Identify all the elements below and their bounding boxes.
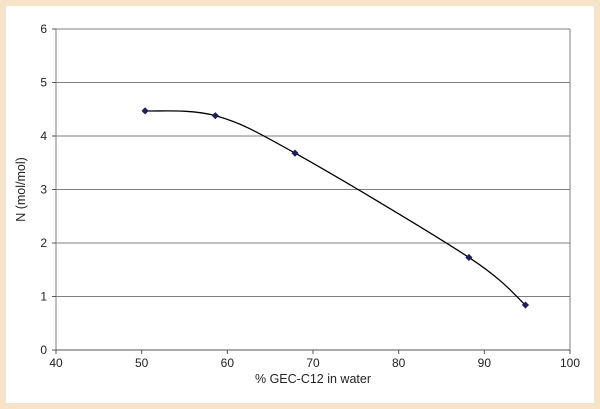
data-point-2	[291, 149, 299, 157]
x-tick-label-100: 100	[560, 356, 580, 370]
axis-layer	[52, 28, 571, 354]
x-axis-title: % GEC-C12 in water	[255, 372, 371, 386]
x-tick-label-60: 60	[221, 356, 235, 370]
y-tick-label-3: 3	[40, 183, 47, 197]
data-point-4	[521, 301, 530, 309]
x-tick-label-90: 90	[478, 356, 492, 370]
y-tick-label-1: 1	[40, 290, 47, 304]
y-tick-label-0: 0	[40, 343, 47, 357]
x-tick-label-50: 50	[135, 356, 149, 370]
x-tick-label-80: 80	[392, 356, 406, 370]
label-layer: % GEC-C12 in water N (mol/mol) 0 1 2 3 4 5 6 40…	[14, 22, 580, 386]
grid-layer	[56, 28, 570, 351]
chart-panel	[6, 6, 594, 403]
y-tick-label-6: 6	[40, 22, 47, 36]
y-tick-label-4: 4	[40, 129, 47, 143]
x-tick-label-70: 70	[306, 356, 320, 370]
series-line-0	[145, 110, 526, 306]
data-point-0	[141, 107, 149, 115]
y-tick-label-2: 2	[40, 236, 47, 250]
x-tick-label-40: 40	[49, 356, 63, 370]
series-layer	[141, 107, 530, 309]
data-point-3	[465, 253, 473, 262]
y-tick-label-5: 5	[40, 76, 47, 90]
data-point-1	[211, 112, 219, 120]
y-axis-title: N (mol/mol)	[14, 157, 28, 222]
